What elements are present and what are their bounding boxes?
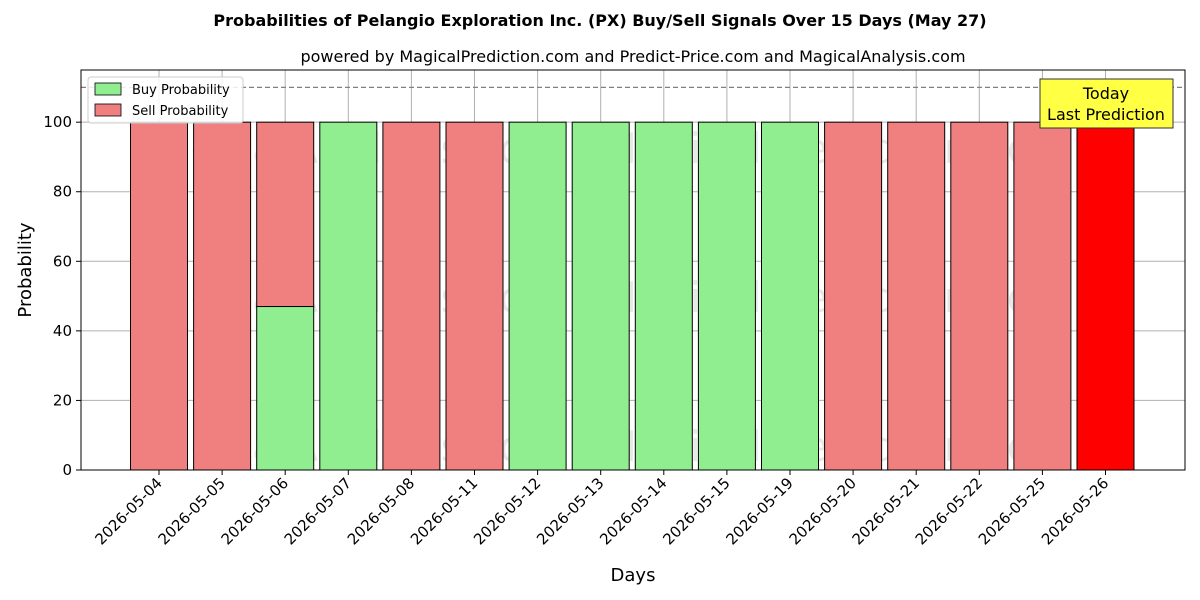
bar-sell <box>256 121 315 308</box>
bars <box>130 121 1135 471</box>
annotation-line-1: Today <box>1082 84 1129 103</box>
x-tick-label: 2026-05-25 <box>975 474 1049 548</box>
bar-sell <box>887 121 946 471</box>
x-tick-label: 2026-05-05 <box>155 474 229 548</box>
x-tick-label: 2026-05-04 <box>91 474 165 548</box>
bar-buy <box>634 121 693 471</box>
bar-buy <box>319 121 378 471</box>
legend-sell-label: Sell Probability <box>132 104 229 119</box>
bar-buy <box>508 121 567 471</box>
x-tick-label: 2026-05-12 <box>470 474 544 548</box>
x-axis-label: Days <box>611 565 656 586</box>
y-tick-label: 0 <box>62 461 72 479</box>
x-tick-label: 2026-05-21 <box>849 474 923 548</box>
bar-buy <box>571 121 630 471</box>
y-tick-label: 80 <box>53 183 72 201</box>
bar-sell-today <box>1076 121 1135 471</box>
x-axis: 2026-05-042026-05-052026-05-062026-05-07… <box>91 470 1112 548</box>
annotation-box <box>1039 78 1174 129</box>
x-tick-label: 2026-05-06 <box>218 474 292 548</box>
x-tick-label: 2026-05-14 <box>596 474 670 548</box>
plot-frame <box>80 69 1186 471</box>
legend: Buy Probability Sell Probability <box>87 76 244 124</box>
y-axis-label: Probability <box>15 222 36 317</box>
bar-buy <box>761 121 819 471</box>
y-tick-label: 20 <box>53 391 72 409</box>
x-tick-label: 2026-05-15 <box>659 474 733 548</box>
bar-sell <box>130 121 188 471</box>
bar-buy <box>256 306 315 471</box>
bar-sell <box>824 121 883 471</box>
bar-sell <box>193 121 252 471</box>
today-annotation: Today Last Prediction <box>1039 78 1174 129</box>
annotation-line-2: Last Prediction <box>1047 105 1165 124</box>
chart-subtitle: powered by MagicalPrediction.com and Pre… <box>300 47 965 66</box>
bar-sell <box>445 121 504 471</box>
y-tick-label: 40 <box>53 322 72 340</box>
x-tick-label: 2026-05-22 <box>912 474 986 548</box>
x-tick-label: 2026-05-20 <box>786 474 860 548</box>
legend-box <box>87 76 244 124</box>
x-tick-label: 2026-05-07 <box>281 474 355 548</box>
chart-title: Probabilities of Pelangio Exploration In… <box>213 11 986 30</box>
y-tick-label: 100 <box>43 113 72 131</box>
bar-sell <box>1013 121 1072 471</box>
legend-buy-swatch <box>94 82 122 96</box>
x-tick-label: 2026-05-19 <box>722 474 796 548</box>
y-tick-label: 60 <box>53 252 72 270</box>
y-axis: 0 20 40 60 80 100 <box>43 113 81 479</box>
legend-sell-swatch <box>94 103 122 117</box>
bar-buy <box>697 121 756 471</box>
x-tick-label: 2026-05-26 <box>1038 474 1112 548</box>
legend-buy-label: Buy Probability <box>132 83 230 98</box>
x-tick-label: 2026-05-13 <box>533 474 607 548</box>
bar-sell <box>950 121 1009 471</box>
bar-sell <box>382 121 441 471</box>
x-tick-label: 2026-05-08 <box>344 474 418 548</box>
x-tick-label: 2026-05-11 <box>407 474 481 548</box>
